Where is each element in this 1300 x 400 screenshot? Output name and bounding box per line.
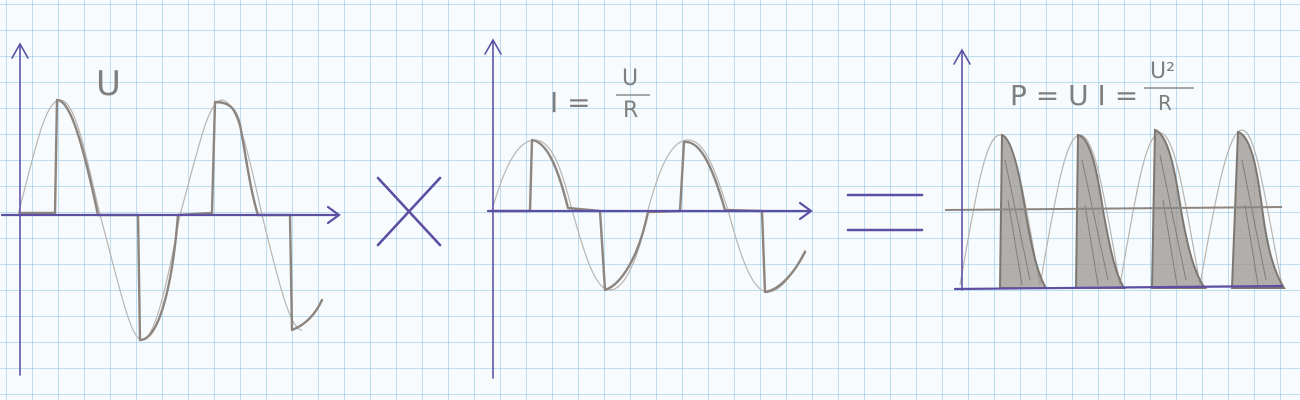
- power-formula: P = U I = U² R: [1010, 59, 1194, 115]
- multiply-sign: [376, 176, 442, 247]
- current-waveform: [493, 138, 807, 294]
- power-y-arrow: [953, 48, 971, 65]
- voltage-sine-guide: [17, 99, 303, 341]
- current-formula-prefix: I =: [550, 86, 591, 119]
- equals-sign: [846, 193, 924, 232]
- power-formula-prefix: P = U I =: [1010, 79, 1138, 112]
- current-sine-guide: [491, 139, 806, 293]
- power-hatching: [1004, 154, 1267, 286]
- voltage-label: U: [96, 64, 121, 104]
- voltage-waveform: [20, 98, 324, 342]
- current-formula-denominator: R: [623, 98, 638, 123]
- power-average-line: [944, 206, 1283, 211]
- current-formula-numerator: U: [622, 66, 638, 91]
- power-graph: P = U I = U² R: [944, 48, 1286, 291]
- power-pulse-1: [998, 133, 1048, 289]
- power-pulse-4: [1230, 130, 1286, 289]
- voltage-y-arrow: [11, 42, 29, 59]
- power-formula-numerator: U²: [1150, 59, 1175, 84]
- power-formula-denominator: R: [1158, 91, 1172, 115]
- current-y-arrow: [484, 38, 502, 55]
- voltage-graph: U: [0, 42, 341, 376]
- power-pulse-2: [1074, 133, 1126, 289]
- current-x-arrow: [798, 201, 813, 221]
- voltage-x-arrow: [326, 205, 341, 225]
- power-pulse-3: [1150, 128, 1208, 289]
- current-formula: I = U R: [550, 66, 650, 123]
- current-graph: I = U R: [484, 38, 813, 379]
- power-x-axis: [953, 284, 1284, 291]
